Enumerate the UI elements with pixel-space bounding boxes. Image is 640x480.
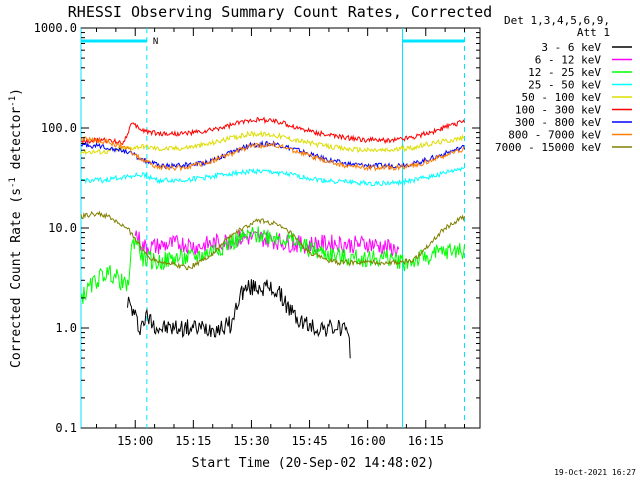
legend-label: 100 - 300 keV xyxy=(515,104,601,117)
plot-frame xyxy=(80,27,481,429)
y-axis-label: Corrected Count Rate (s-1 detector-1) xyxy=(8,88,24,368)
x-axis-label: Start Time (20-Sep-02 14:48:02) xyxy=(192,456,435,471)
y-axis-label-unit: detector xyxy=(9,107,24,178)
series-line xyxy=(80,166,465,187)
y-tick-label: 100.0 xyxy=(41,121,77,135)
x-tick-label: 15:15 xyxy=(175,434,211,448)
y-axis-label-close: ) xyxy=(9,88,24,96)
y-axis: 1000.0 100.0 10.0 1.0 0.1 xyxy=(34,21,480,435)
x-tick-label: 16:00 xyxy=(350,434,386,448)
y-axis-label-exponent-2: -1 xyxy=(8,96,18,107)
legend-label: 800 - 7000 keV xyxy=(508,129,601,142)
y-tick-label: 10.0 xyxy=(48,221,77,235)
x-tick-label: 15:30 xyxy=(233,434,269,448)
plot-area: N xyxy=(80,27,481,429)
y-tick-label: 1000.0 xyxy=(34,21,77,35)
x-tick-label: 15:00 xyxy=(117,434,153,448)
y-axis-label-main: Corrected Count Rate (s xyxy=(9,188,24,368)
x-tick-label: 15:45 xyxy=(291,434,327,448)
chart-title: RHESSI Observing Summary Count Rates, Co… xyxy=(68,3,492,21)
series-layer xyxy=(80,116,465,359)
series-line xyxy=(80,210,465,271)
legend-header-line-2: Att 1 xyxy=(577,26,610,39)
legend-header-line-1: Det 1,3,4,5,6,9, xyxy=(504,14,610,27)
x-axis: 15:00 15:15 15:30 15:45 16:00 16:15 xyxy=(95,28,466,448)
series-line xyxy=(80,136,465,172)
legend-label: 50 - 100 keV xyxy=(522,91,602,104)
y-axis-label-exponent-1: -1 xyxy=(8,177,18,188)
night-marker-label: N xyxy=(153,37,158,47)
legend-label: 3 - 6 keV xyxy=(541,41,601,54)
legend-label: 6 - 12 keV xyxy=(535,54,602,67)
legend-label: 12 - 25 keV xyxy=(528,66,601,79)
legend-label: 25 - 50 keV xyxy=(528,79,601,92)
series-line xyxy=(134,230,400,257)
series-line xyxy=(80,130,465,156)
footer-timestamp: 19-Oct-2021 16:27 xyxy=(554,468,636,477)
legend-label: 300 - 800 keV xyxy=(515,116,601,129)
legend-label: 7000 - 15000 keV xyxy=(495,141,601,154)
annotation-layer: N xyxy=(80,28,466,428)
y-tick-label: 1.0 xyxy=(55,321,77,335)
series-line xyxy=(80,116,465,146)
y-tick-label: 0.1 xyxy=(55,421,77,435)
x-tick-label: 16:15 xyxy=(408,434,444,448)
series-line xyxy=(127,279,351,359)
